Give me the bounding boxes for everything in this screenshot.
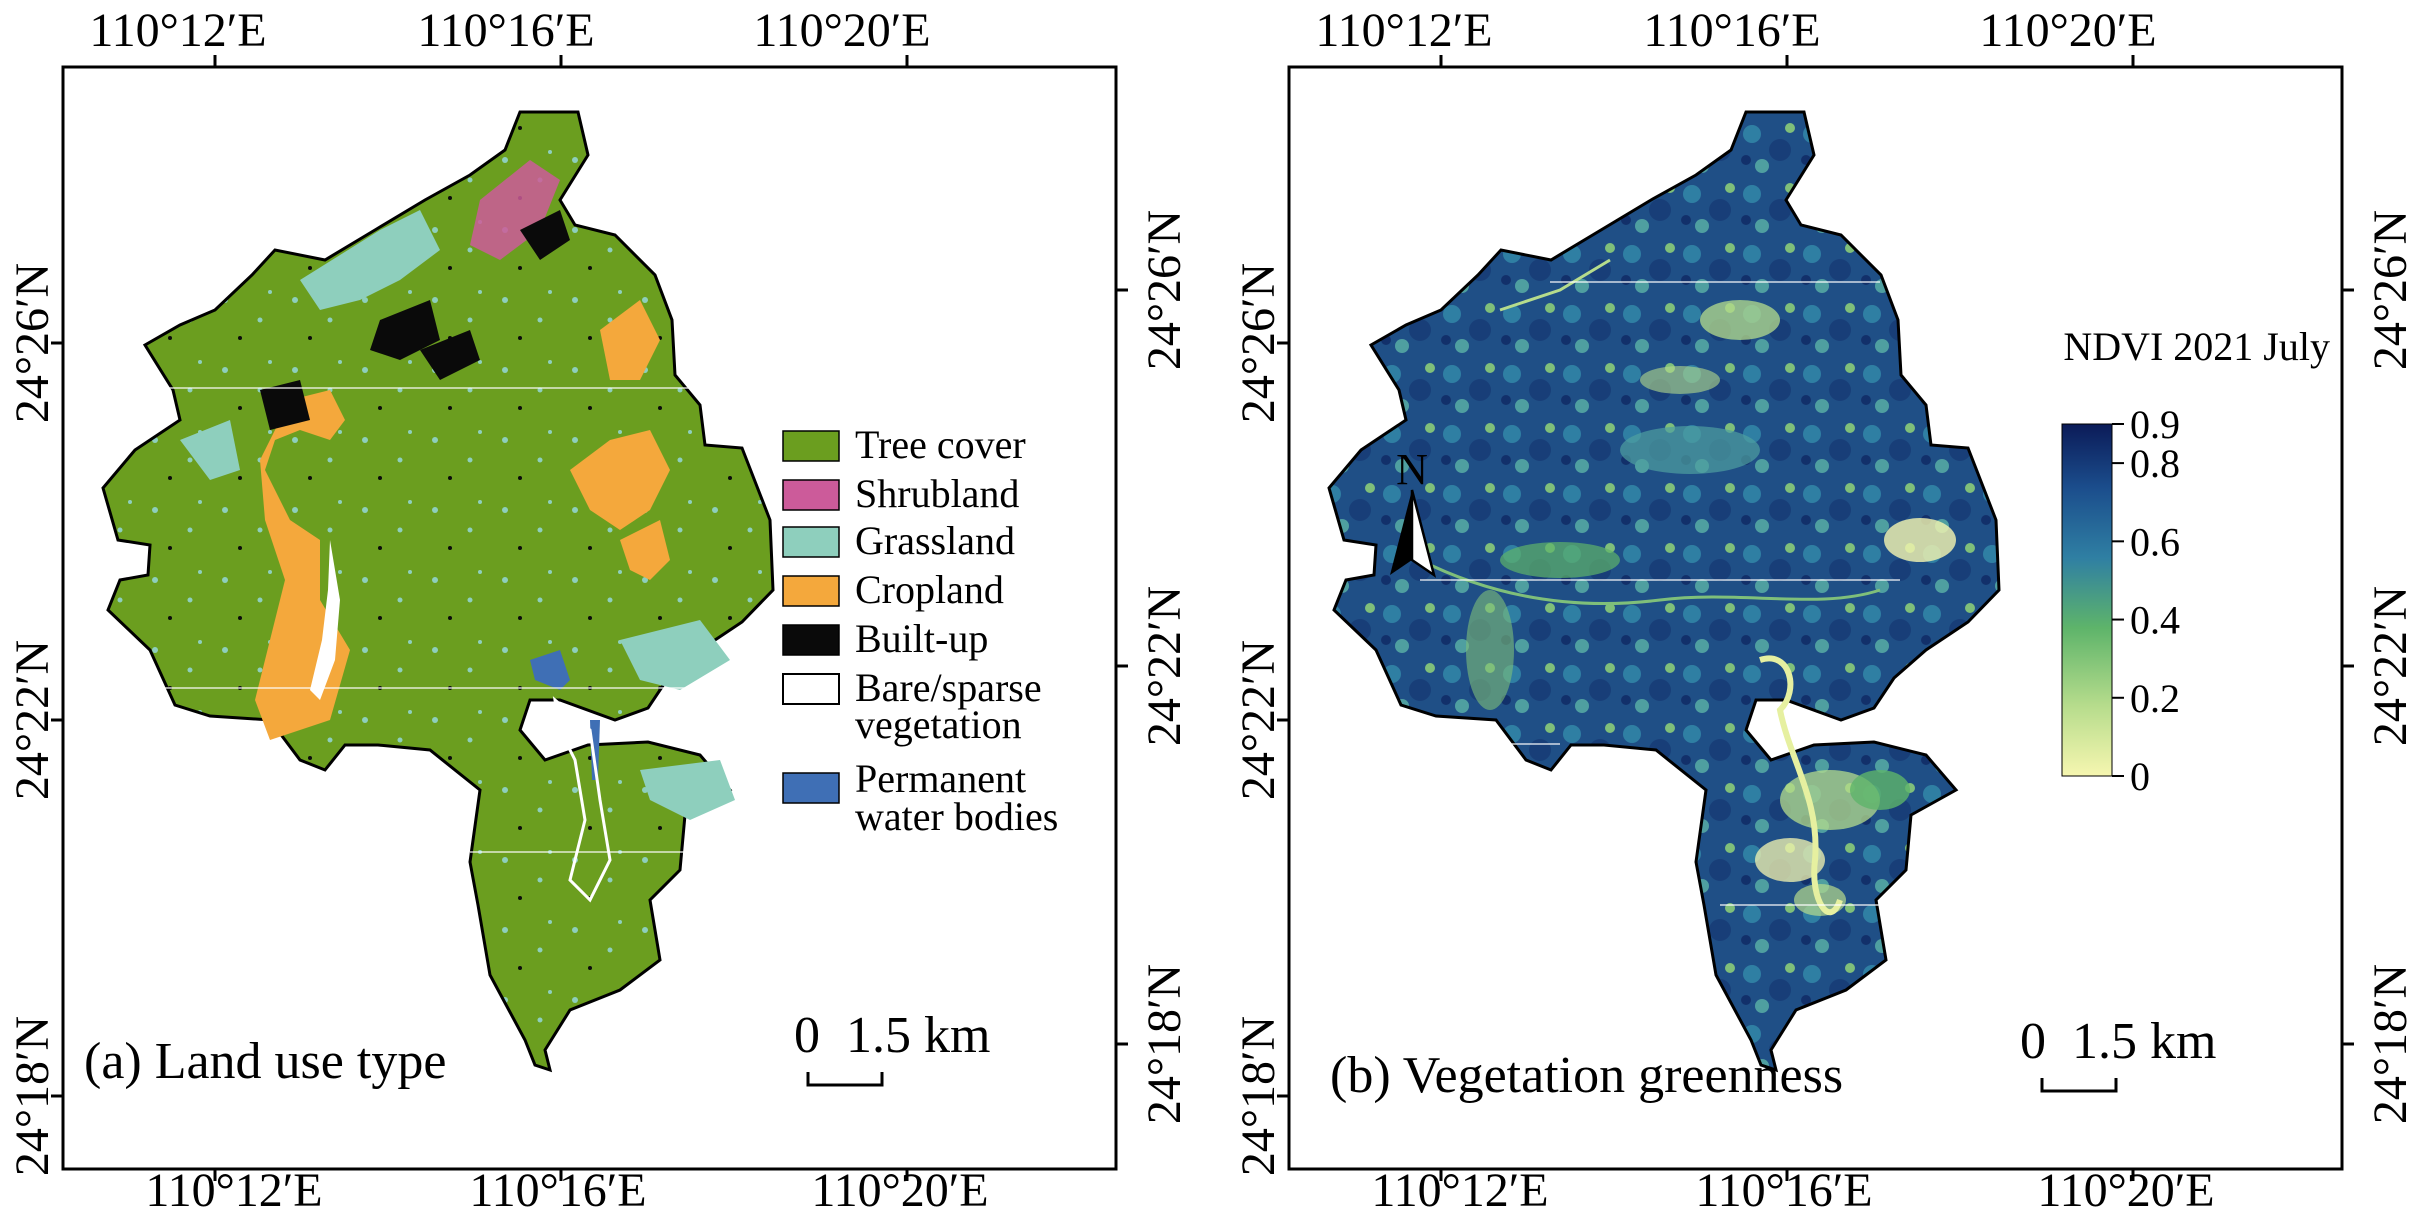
panel-b-frame: [1287, 65, 2344, 1171]
lon-label-top: 110°20′E: [1979, 4, 2156, 57]
lon-label-bottom: 110°16′E: [469, 1164, 646, 1207]
colorbar-title: NDVI 2021 July: [2063, 324, 2330, 369]
legend-swatch: [782, 673, 840, 705]
legend-label-line2: vegetation: [855, 702, 1022, 747]
legend-swatch: [782, 624, 840, 656]
colorbar-ticks: 0.90.8 0.6 0.4 0.2 0: [2112, 402, 2180, 799]
legend-label: Bare/sparse: [855, 665, 1042, 710]
panel-a-title: (a) Land use type: [84, 1033, 446, 1090]
lon-label-top: 110°20′E: [753, 4, 930, 57]
panel-a-frame: [61, 65, 1118, 1171]
colorbar-tick-label: 0.6: [2130, 519, 2180, 564]
lon-label-bottom: 110°12′E: [1371, 1164, 1548, 1207]
land-use-map: [101, 110, 775, 1073]
legend-swatch: [782, 526, 840, 558]
lat-label-left: 24°22′N: [1232, 640, 1285, 800]
north-label: N: [1396, 445, 1428, 494]
panel-a-scale-bar: 0 1.5 km: [794, 1007, 990, 1087]
land-use-legend: Tree cover Shrubland Grassland Cropland …: [782, 422, 1058, 839]
legend-item-built-up: Built-up: [782, 616, 988, 661]
legend-item-cropland: Cropland: [782, 567, 1004, 612]
colorbar-tick-label: 0.9: [2130, 402, 2180, 447]
ndvi-light-patches: [1419, 258, 1956, 916]
lat-label-right: 24°22′N: [1138, 586, 1191, 746]
lat-label-right: 24°18′N: [1138, 964, 1191, 1124]
land-use-patches: [180, 160, 735, 903]
ndvi-map: [1327, 110, 2001, 1073]
legend-label: Grassland: [855, 518, 1015, 563]
legend-item-grassland: Grassland: [782, 518, 1015, 563]
legend-item-tree-cover: Tree cover: [782, 422, 1026, 467]
lat-label-right: 24°18′N: [2364, 964, 2416, 1124]
panel-b-scale-bar: 0 1.5 km: [2020, 1013, 2216, 1093]
lon-label-bottom: 110°16′E: [1695, 1164, 1872, 1207]
lon-label-top: 110°12′E: [1315, 4, 1492, 57]
colorbar-gradient: [2061, 423, 2113, 777]
legend-swatch: [782, 430, 840, 462]
lat-label-right: 24°22′N: [2364, 586, 2416, 746]
panel-b-title: (b) Vegetation greenness: [1330, 1047, 1843, 1104]
colorbar-tick-label: 0.2: [2130, 676, 2180, 721]
legend-label: Permanent: [855, 756, 1026, 801]
lat-label-left: 24°22′N: [6, 640, 59, 800]
lat-label-left: 24°26′N: [1232, 263, 1285, 423]
lon-label-bottom: 110°20′E: [2037, 1164, 2214, 1207]
colorbar-tick-label: 0: [2130, 754, 2150, 799]
scale-value: 1.5 km: [2072, 1013, 2216, 1070]
lat-label-right: 24°26′N: [1138, 210, 1191, 370]
panel-a: Tree cover Shrubland Grassland Cropland …: [6, 4, 1191, 1207]
lat-label-left: 24°26′N: [6, 263, 59, 423]
lon-label-bottom: 110°20′E: [811, 1164, 988, 1207]
legend-swatch: [782, 479, 840, 511]
legend-item-bare-sparse: Bare/sparse vegetation: [782, 665, 1042, 747]
lon-label-top: 110°16′E: [417, 4, 594, 57]
legend-label: Built-up: [855, 616, 988, 661]
lon-label-top: 110°12′E: [89, 4, 266, 57]
lat-label-left: 24°18′N: [1232, 1016, 1285, 1176]
lon-label-bottom: 110°12′E: [145, 1164, 322, 1207]
scale-zero: 0: [2020, 1013, 2046, 1070]
scale-value: 1.5 km: [846, 1007, 990, 1064]
legend-swatch: [782, 575, 840, 607]
legend-label: Cropland: [855, 567, 1004, 612]
legend-item-shrubland: Shrubland: [782, 471, 1019, 516]
panel-b-ticks: [1277, 55, 2354, 1181]
legend-label-line2: water bodies: [855, 794, 1058, 839]
lon-label-top: 110°16′E: [1643, 4, 1820, 57]
panel-b: N NDVI 2021 July 0.90.8 0.6 0.4 0.2 0 110°12…: [1232, 4, 2416, 1207]
ndvi-colorbar: NDVI 2021 July 0.90.8 0.6 0.4 0.2 0: [2061, 324, 2330, 799]
colorbar-tick-label: 0.4: [2130, 598, 2180, 643]
north-arrow-icon: N: [1390, 445, 1437, 578]
legend-label: Shrubland: [855, 471, 1019, 516]
panel-a-ticks: [51, 55, 1128, 1181]
legend-item-water: Permanent water bodies: [782, 756, 1058, 839]
legend-swatch: [782, 772, 840, 804]
legend-label: Tree cover: [855, 422, 1026, 467]
lat-label-left: 24°18′N: [6, 1016, 59, 1176]
lat-label-right: 24°26′N: [2364, 210, 2416, 370]
colorbar-tick-label: 0.8: [2130, 441, 2180, 486]
scale-zero: 0: [794, 1007, 820, 1064]
